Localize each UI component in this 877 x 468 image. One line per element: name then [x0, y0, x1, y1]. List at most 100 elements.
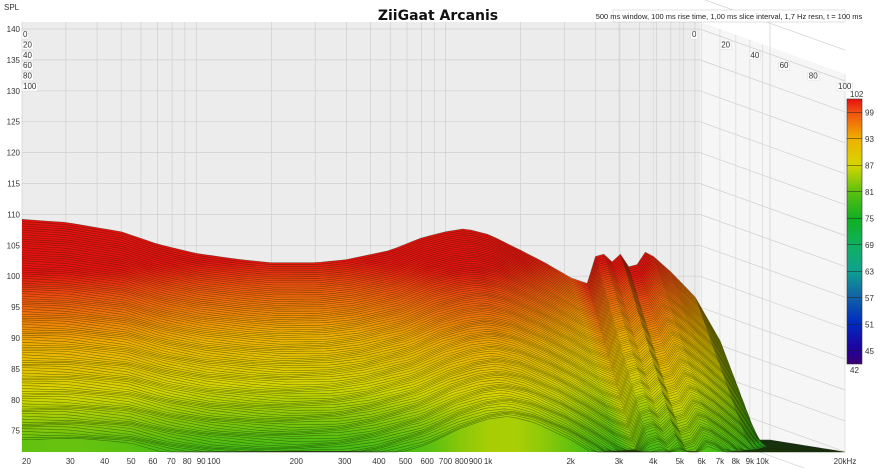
slice-line	[21, 245, 779, 442]
slice-line	[21, 304, 800, 446]
slice-line	[21, 278, 791, 444]
gridline-spl	[22, 152, 846, 205]
slice-line	[21, 280, 791, 444]
y-tick-label: 85	[11, 365, 20, 374]
x-tick-label: 2k	[566, 457, 575, 466]
time-tick-label-left: 0	[23, 30, 28, 39]
slice-line	[21, 252, 782, 443]
slice-line	[21, 306, 801, 446]
slice-line	[22, 339, 815, 448]
slice-line	[21, 342, 815, 448]
time-label-box	[21, 72, 34, 81]
time-tick-label-left: 60	[23, 61, 32, 70]
slice-line	[21, 307, 802, 446]
x-tick-label: 4k	[649, 457, 658, 466]
gridline-spl	[22, 244, 846, 298]
x-tick-label: 400	[372, 457, 386, 466]
slice-line	[21, 223, 772, 441]
x-tick-label: 5k	[676, 457, 685, 466]
x-tick-label: 700	[439, 457, 453, 466]
x-tick-label: 1k	[484, 457, 493, 466]
slice-line	[21, 243, 779, 442]
slice-line	[21, 249, 781, 442]
slice-line	[21, 273, 789, 444]
slice-line	[21, 221, 771, 441]
time-tick-label-right: 80	[809, 72, 818, 81]
slice-line	[21, 390, 835, 451]
x-tick-label: 300	[338, 457, 352, 466]
time-tick-label-right: 0	[692, 30, 697, 39]
slice-line	[22, 353, 820, 449]
slice-line	[21, 405, 841, 452]
slice-line	[21, 379, 830, 450]
slice-line	[21, 247, 780, 442]
slice-line	[21, 360, 823, 449]
slice-line	[21, 232, 775, 441]
slice-line	[22, 350, 819, 449]
slice-line	[21, 413, 844, 453]
time-label-box	[21, 30, 29, 40]
x-tick-label: 40	[100, 457, 109, 466]
slice-line	[21, 294, 797, 445]
colorbar-tick-label: 63	[865, 267, 874, 276]
time-label-box	[21, 51, 34, 61]
slice-line	[21, 401, 839, 452]
subtitle-box	[612, 9, 846, 23]
slice-line	[21, 410, 842, 452]
time-tick-label-left: 100	[23, 82, 37, 91]
slice-line	[21, 309, 803, 446]
slice-line	[21, 287, 794, 444]
slice-line	[21, 384, 832, 451]
slice-line	[21, 398, 838, 452]
slice-line	[21, 322, 808, 447]
slice-line	[21, 366, 825, 450]
slice-line	[21, 254, 782, 443]
slice-line	[21, 291, 795, 445]
slice-line	[21, 271, 788, 444]
slice-line	[21, 260, 785, 443]
time-label-box	[836, 82, 854, 92]
slice-line	[21, 256, 783, 443]
colorbar-tick-label: 42	[850, 366, 859, 375]
chart-title: ZiiGaat Arcanis	[378, 8, 498, 24]
slice-line	[21, 219, 770, 441]
y-tick-label: 90	[11, 334, 20, 343]
x-tick-label: 70	[167, 457, 176, 466]
x-tick-label: 800	[455, 457, 469, 466]
axes: 140 135 130 125 120 115 110 105 100 95 90 85 80 75 20 3…	[7, 25, 875, 466]
colorbar-tick-label: 69	[865, 241, 874, 250]
colorbar-tick-label: 81	[865, 188, 874, 197]
y-tick-label: 120	[7, 149, 21, 158]
time-tick-label-right: 40	[750, 51, 759, 60]
slice-line	[21, 241, 778, 442]
x-tick-label: 600	[421, 457, 435, 466]
slice-line	[21, 374, 829, 450]
gridline-spl	[22, 90, 846, 144]
gridline-spl	[22, 214, 846, 267]
slice-line	[21, 293, 796, 445]
colorbar-tick-label: 99	[865, 108, 874, 117]
slice-line	[21, 319, 806, 447]
chart-subtitle: 500 ms window, 100 ms rise time, 1,00 ms…	[596, 12, 863, 21]
slice-line	[21, 311, 803, 446]
slice-line	[21, 326, 809, 447]
slice-line	[21, 282, 792, 444]
gridline-spl	[22, 59, 846, 113]
x-tick-label: 30	[66, 457, 75, 466]
y-tick-label: 130	[7, 87, 21, 96]
slice-line	[22, 376, 830, 450]
slice-line	[21, 408, 842, 452]
y-tick-label: 75	[11, 427, 20, 436]
slice-line	[21, 370, 827, 450]
slice-line	[21, 227, 773, 441]
time-label-box	[21, 61, 34, 71]
slice-line	[21, 359, 822, 449]
slice-line	[21, 397, 837, 451]
slice-line	[21, 265, 786, 443]
y-tick-label: 105	[7, 241, 21, 250]
slice-fill	[22, 416, 845, 452]
slice-line	[21, 317, 806, 446]
slice-line	[21, 296, 797, 445]
colorbar-tick-label: 45	[865, 347, 874, 356]
